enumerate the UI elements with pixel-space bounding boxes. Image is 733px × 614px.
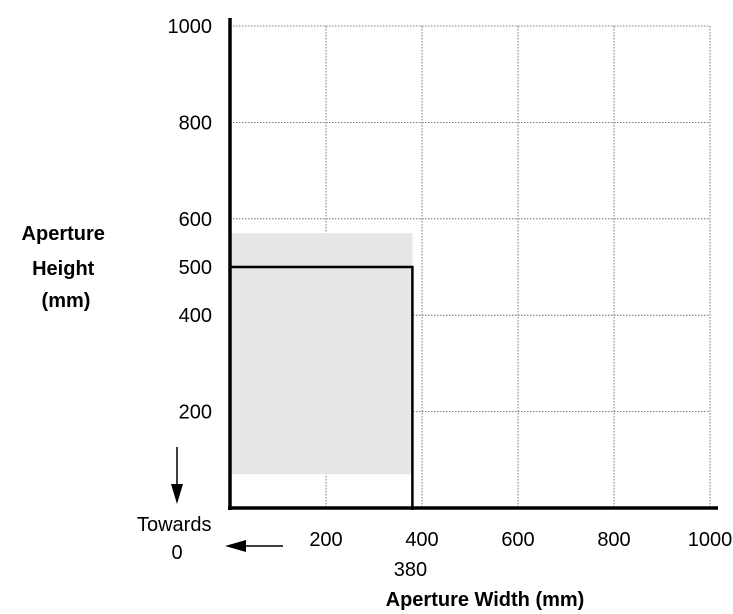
down-arrow-icon (171, 484, 183, 504)
towards-label-line-1: Towards (137, 514, 211, 536)
x-axis-title: Aperture Width (mm) (386, 589, 585, 611)
towards-label: Towards 0 (137, 514, 217, 564)
y-axis-title-line-3: (mm) (42, 290, 91, 312)
x-tick-labels: 200 400 600 800 1000 (309, 529, 732, 551)
x-tick-label-600: 600 (501, 529, 534, 551)
y-tick-label-400: 400 (179, 305, 212, 327)
x-tick-label-200: 200 (309, 529, 342, 551)
y-axis-title: Aperture Height (mm) (22, 223, 111, 312)
left-arrow-icon (225, 540, 246, 552)
aperture-limit-line (230, 265, 414, 510)
y-tick-label-200: 200 (179, 402, 212, 424)
x-tick-label-800: 800 (597, 529, 630, 551)
towards-label-line-2: 0 (171, 542, 182, 564)
y-tick-label-1000: 1000 (168, 16, 213, 38)
y-axis-title-line-1: Aperture (22, 223, 105, 245)
y-tick-label-500: 500 (179, 257, 212, 279)
y-tick-labels: 200 400 500 600 800 1000 (168, 16, 213, 424)
y-tick-label-600: 600 (179, 209, 212, 231)
y-tick-label-800: 800 (179, 112, 212, 134)
width-marker-label: 380 (394, 559, 427, 581)
y-axis-title-line-2: Height (32, 258, 95, 280)
shaded-aperture-region (230, 233, 413, 475)
x-tick-label-400: 400 (405, 529, 438, 551)
x-tick-label-1000: 1000 (688, 529, 733, 551)
